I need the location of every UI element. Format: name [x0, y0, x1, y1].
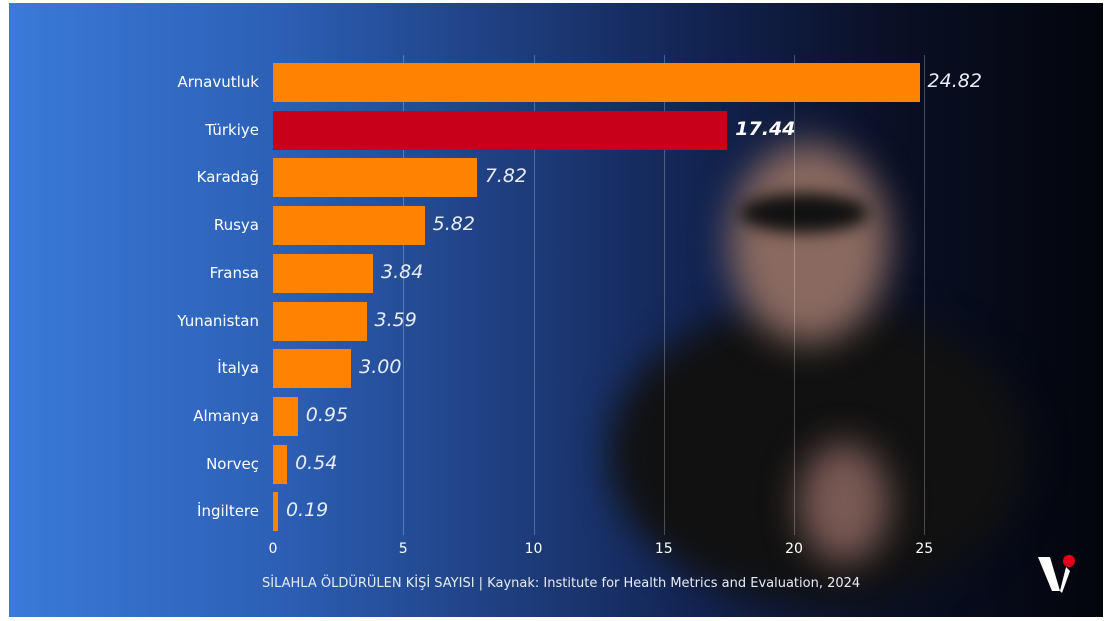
x-tick-label: 10: [524, 541, 543, 557]
category-label: Fransa: [209, 263, 259, 282]
category-label: Türkiye: [205, 120, 259, 139]
x-tick-label: 5: [398, 541, 408, 557]
x-tick-label: 25: [915, 541, 934, 557]
gridline: [794, 55, 795, 535]
gridline: [403, 55, 405, 535]
data-label: 3.00: [359, 356, 402, 379]
data-label: 7.82: [484, 165, 528, 188]
bar: [273, 492, 278, 532]
category-label: İtalya: [217, 359, 259, 378]
blurred-hand: [799, 443, 889, 563]
bar: [273, 444, 288, 484]
gridline: [924, 55, 926, 535]
chart-caption: SİLAHLA ÖLDÜRÜLEN KİŞİ SAYISI | Kaynak: …: [262, 576, 861, 591]
bar-chart: 0 5 10 15 20 25 Arnavutluk 24.82 Türkiye 17.44 Kar…: [177, 55, 982, 557]
data-label: 17.44: [735, 117, 796, 140]
gridline: [533, 55, 535, 535]
blurred-person-head: [729, 143, 889, 343]
category-label: Yunanistan: [177, 311, 259, 330]
bar: [273, 396, 298, 436]
data-label: 24.82: [927, 70, 982, 92]
bar: [273, 253, 374, 293]
data-label: 3.59: [374, 308, 417, 331]
data-label: 0.19: [285, 499, 329, 522]
background: [9, 3, 1103, 617]
blurred-sunglasses: [739, 193, 869, 233]
category-label: Karadağ: [196, 168, 259, 187]
bar: [273, 63, 920, 102]
category-label: İngiltere: [197, 502, 259, 521]
category-label: Almanya: [193, 406, 259, 425]
data-label: 0.95: [305, 403, 349, 426]
bar: [273, 110, 728, 150]
x-tick-label: 20: [785, 541, 803, 557]
x-tick-label: 15: [654, 541, 673, 557]
brand-logo: [1038, 555, 1075, 593]
bar: [273, 301, 367, 341]
data-label: 3.84: [381, 260, 424, 283]
category-label: Rusya: [213, 216, 259, 235]
bar: [273, 158, 477, 198]
gridline: [663, 55, 665, 535]
category-label: Norveç: [206, 454, 259, 473]
data-label: 5.82: [432, 213, 475, 236]
bar: [273, 349, 352, 389]
x-tick-label: 0: [268, 541, 278, 557]
bar: [273, 206, 425, 246]
category-label: Arnavutluk: [177, 73, 260, 91]
data-label: 0.54: [295, 451, 338, 474]
